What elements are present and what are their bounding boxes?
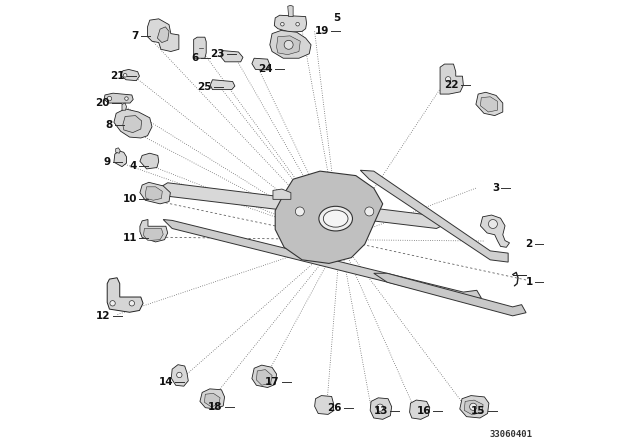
Text: 19: 19 <box>315 26 329 36</box>
Text: 8: 8 <box>106 121 113 130</box>
Text: 26: 26 <box>327 403 342 413</box>
Polygon shape <box>370 398 392 419</box>
Text: 12: 12 <box>96 311 110 321</box>
Text: 4: 4 <box>130 161 137 171</box>
Text: 16: 16 <box>417 406 431 416</box>
Text: 18: 18 <box>208 402 222 412</box>
Circle shape <box>110 301 115 306</box>
Polygon shape <box>221 51 243 62</box>
Polygon shape <box>116 148 120 153</box>
Text: 6: 6 <box>192 53 199 63</box>
Polygon shape <box>270 30 311 58</box>
Circle shape <box>124 73 127 77</box>
Polygon shape <box>145 187 163 200</box>
Polygon shape <box>140 220 168 242</box>
Text: 11: 11 <box>123 233 137 243</box>
Circle shape <box>296 22 300 26</box>
Polygon shape <box>140 153 159 169</box>
Polygon shape <box>252 365 276 388</box>
Text: 17: 17 <box>265 377 280 387</box>
Polygon shape <box>107 278 143 312</box>
Polygon shape <box>123 116 141 133</box>
Circle shape <box>295 207 305 216</box>
Polygon shape <box>257 370 272 385</box>
Polygon shape <box>276 36 300 55</box>
Polygon shape <box>476 92 503 116</box>
Ellipse shape <box>323 210 348 227</box>
Polygon shape <box>275 15 307 32</box>
Polygon shape <box>315 396 333 414</box>
Text: 1: 1 <box>525 277 532 287</box>
Text: 2: 2 <box>525 239 532 249</box>
Polygon shape <box>360 170 508 262</box>
Polygon shape <box>147 19 179 52</box>
Polygon shape <box>288 5 293 17</box>
Circle shape <box>107 96 111 101</box>
Circle shape <box>177 372 182 378</box>
Polygon shape <box>172 365 188 386</box>
Polygon shape <box>252 58 270 69</box>
Polygon shape <box>143 228 163 241</box>
Text: 9: 9 <box>103 157 110 167</box>
Circle shape <box>445 77 451 82</box>
Circle shape <box>365 207 374 216</box>
Text: 22: 22 <box>444 80 459 90</box>
Polygon shape <box>210 80 235 90</box>
Polygon shape <box>204 393 220 407</box>
Text: 7: 7 <box>131 31 138 41</box>
Polygon shape <box>114 109 152 138</box>
Polygon shape <box>104 93 133 103</box>
Text: 24: 24 <box>259 65 273 74</box>
Polygon shape <box>200 389 225 409</box>
Text: 33060401: 33060401 <box>490 430 532 439</box>
Circle shape <box>284 40 293 49</box>
Polygon shape <box>114 151 127 167</box>
Polygon shape <box>481 97 497 112</box>
Circle shape <box>488 220 497 228</box>
Circle shape <box>470 403 477 410</box>
Polygon shape <box>163 220 481 301</box>
Circle shape <box>376 404 383 411</box>
Polygon shape <box>440 64 463 94</box>
Text: 15: 15 <box>471 406 486 416</box>
Text: 23: 23 <box>211 49 225 59</box>
Text: 20: 20 <box>95 98 109 108</box>
Text: 25: 25 <box>197 82 212 92</box>
Polygon shape <box>194 37 206 58</box>
Text: 5: 5 <box>333 13 340 23</box>
Polygon shape <box>410 400 430 419</box>
Polygon shape <box>481 215 509 247</box>
Polygon shape <box>374 273 526 316</box>
Circle shape <box>129 301 134 306</box>
Text: 3: 3 <box>492 183 499 193</box>
Polygon shape <box>122 103 127 110</box>
Polygon shape <box>157 27 169 43</box>
Ellipse shape <box>319 206 353 231</box>
Text: 13: 13 <box>374 406 388 416</box>
Polygon shape <box>120 69 140 81</box>
Polygon shape <box>140 182 170 204</box>
Polygon shape <box>460 396 489 418</box>
Polygon shape <box>273 189 291 199</box>
Circle shape <box>125 97 128 100</box>
Text: 21: 21 <box>111 71 125 81</box>
Text: 14: 14 <box>159 377 173 387</box>
Text: 10: 10 <box>123 194 137 204</box>
Circle shape <box>280 22 284 26</box>
Polygon shape <box>464 400 483 415</box>
Polygon shape <box>159 183 445 228</box>
Polygon shape <box>275 171 383 263</box>
